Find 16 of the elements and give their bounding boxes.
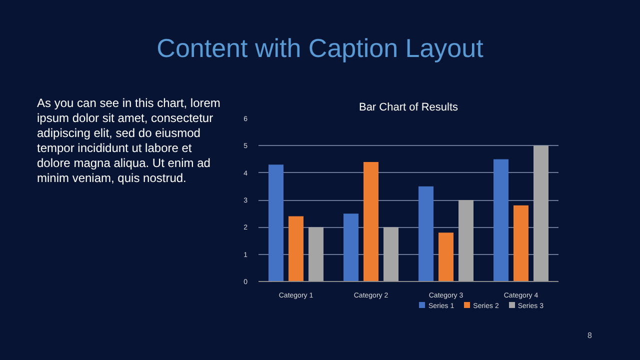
text: As you can see in this chart, lorem ipsum dolor sit amet, consectetur adipiscing elit, sed do eiusmod tempor incididunt ut labore et dolore magna aliqua. Ut enim ad minim veniam, quis nostrud. <box>37 96 222 186</box>
bar <box>308 227 324 282</box>
bar <box>458 200 474 282</box>
bar <box>384 227 398 282</box>
bar <box>514 205 528 282</box>
bar <box>364 162 378 282</box>
bar <box>344 214 358 282</box>
bar <box>438 232 454 282</box>
bar <box>494 159 508 282</box>
chart-title: Bar Chart of Results <box>358 102 459 114</box>
bar <box>268 164 284 282</box>
bar <box>534 146 548 282</box>
bar <box>288 216 304 282</box>
bar <box>418 186 434 282</box>
text: 8 <box>588 330 592 342</box>
text: Content with Caption Layout <box>156 32 484 65</box>
